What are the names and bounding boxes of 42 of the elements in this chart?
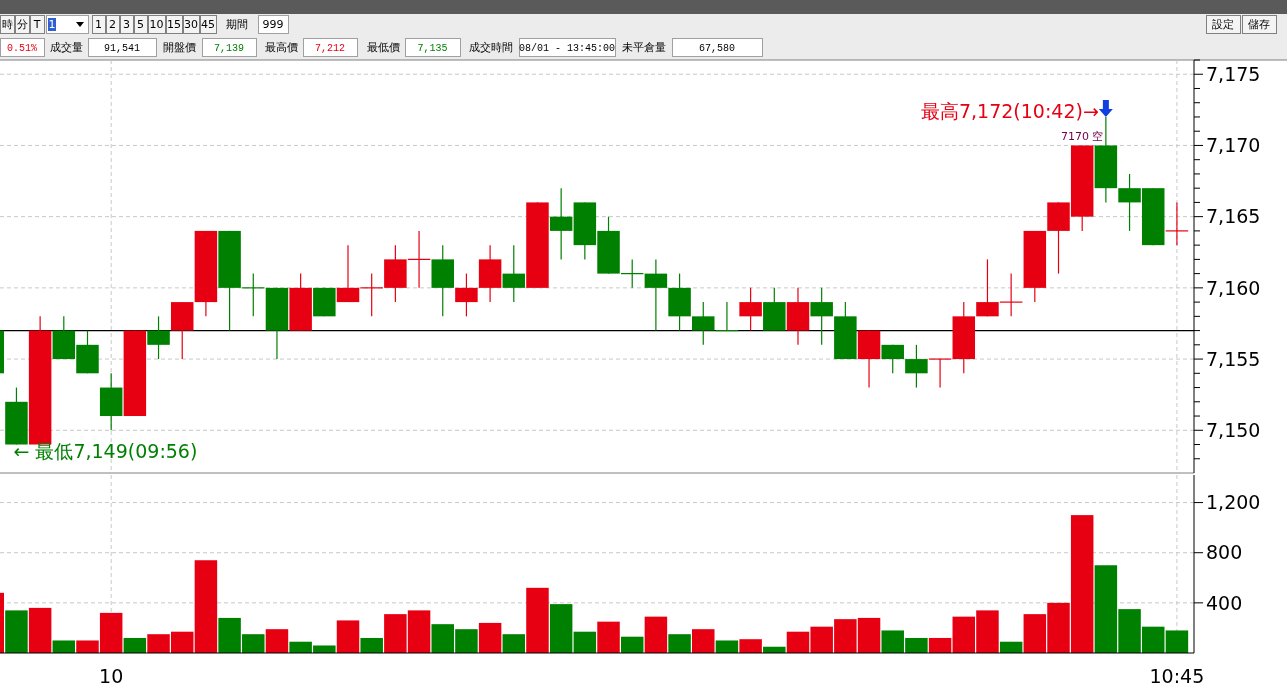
text: 分: [16, 18, 28, 31]
y-tick-label: 800: [1206, 541, 1243, 564]
text: 設定: [1212, 18, 1234, 31]
text: 成交量: [49, 41, 83, 54]
y-tick-label: 7,170: [1206, 134, 1261, 157]
text: 15: [167, 18, 181, 31]
y-tick-label: 7,165: [1206, 205, 1261, 228]
text: 91,541: [103, 43, 141, 54]
y-tick-label: 7,155: [1206, 347, 1261, 370]
text: 10: [149, 18, 164, 31]
text: 7,135: [417, 43, 448, 54]
text: 7,212: [314, 43, 346, 54]
text: 67,580: [698, 43, 736, 54]
text: 開盤價: [162, 41, 196, 54]
text: 3: [123, 18, 130, 31]
text: 儲存: [1248, 18, 1270, 31]
x-tick-label: 10:45: [1149, 665, 1205, 687]
text: 未平倉量: [622, 41, 666, 54]
text: 期間: [226, 18, 248, 31]
y-tick-label: 1,200: [1206, 491, 1261, 514]
annotation: 最高7,172(10:42)→: [920, 99, 1099, 122]
text: 2: [109, 18, 116, 31]
text: 成交時間: [469, 41, 513, 54]
text: 5: [137, 18, 144, 31]
text: 7,139: [213, 43, 245, 54]
annotation: ← 最低7,149(09:56): [13, 439, 198, 462]
y-tick-label: 7,175: [1206, 62, 1261, 85]
text: 08/01 - 13:45:00: [518, 43, 616, 54]
y-tick-label: 7,150: [1206, 418, 1261, 441]
text: 時: [1, 18, 13, 31]
text: T: [32, 18, 41, 31]
text: 最低價: [366, 41, 400, 54]
text: 1: [95, 18, 102, 31]
y-tick-label: 7,160: [1206, 276, 1261, 299]
text: 最高價: [264, 41, 298, 54]
text: 1: [48, 18, 56, 31]
text: 45: [201, 18, 215, 31]
text: 999: [262, 18, 284, 31]
annotation: 7170 空: [1060, 130, 1104, 144]
text: 30: [184, 18, 198, 31]
y-tick-label: 400: [1206, 591, 1243, 614]
text: 0.51%: [6, 43, 38, 54]
